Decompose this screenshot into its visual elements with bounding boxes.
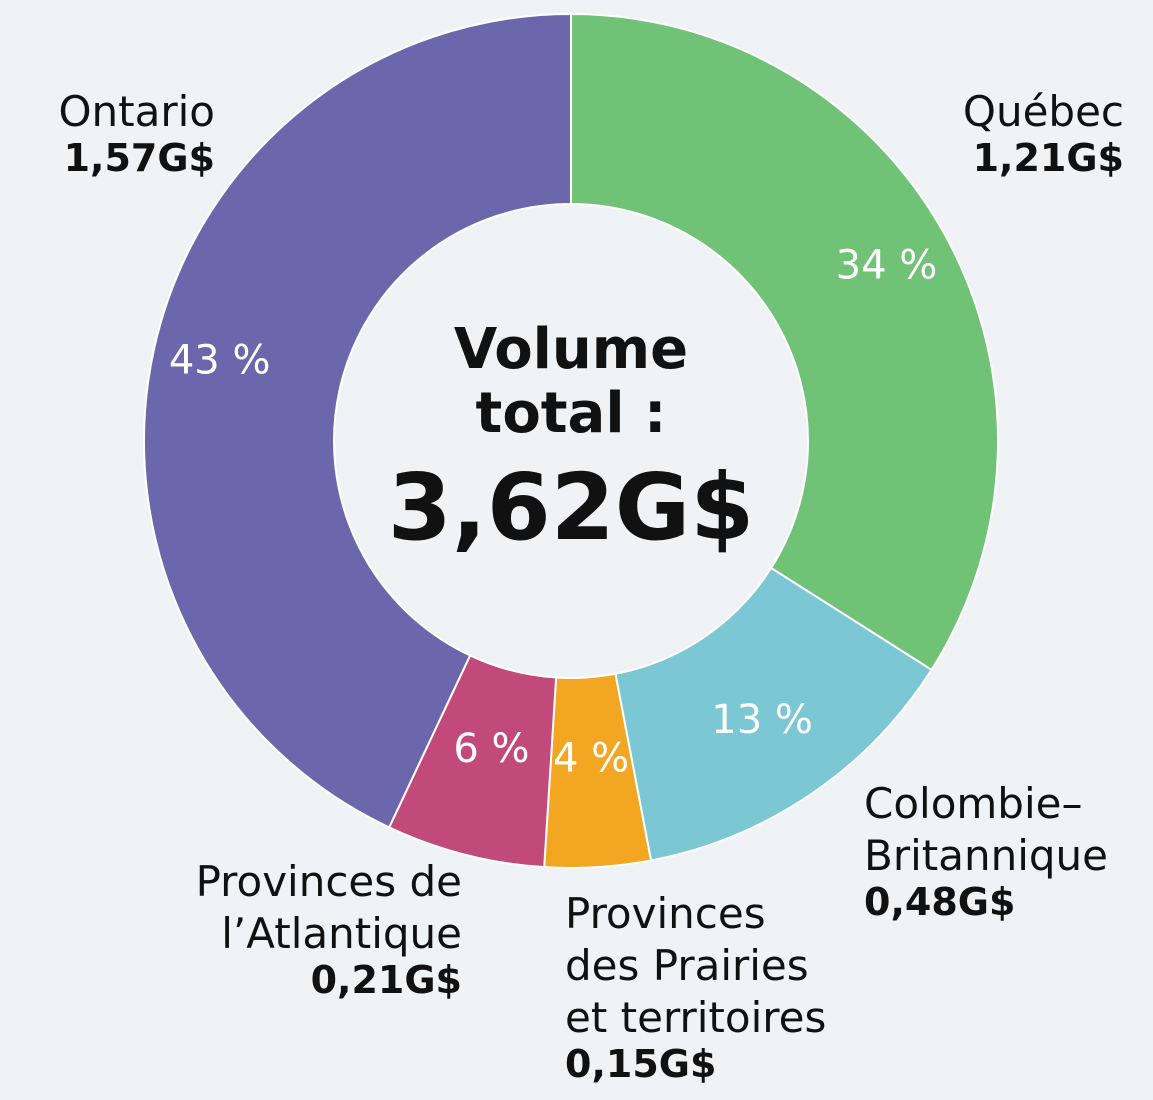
center-title: Volume total : (453, 317, 689, 446)
amount-label: 1,57G$ (63, 136, 215, 180)
center-value: 3,62G$ (387, 454, 755, 561)
percent-label: 34 % (836, 243, 938, 289)
category-label: Provinces de l’Atlantique (195, 857, 462, 958)
amount-label: 0,15G$ (565, 1042, 717, 1086)
percent-label: 43 % (169, 337, 271, 383)
slice (143, 12, 572, 829)
amount-label: 0,21G$ (310, 958, 462, 1002)
category-label: Ontario (58, 87, 215, 136)
category-label: Québec (962, 87, 1124, 136)
amount-label: 1,21G$ (972, 136, 1124, 180)
percent-label: 6 % (453, 726, 529, 772)
percent-label: 4 % (553, 735, 629, 781)
category-label: Colombie– Britannique (864, 779, 1108, 880)
percent-label: 13 % (711, 697, 813, 743)
slice (614, 566, 933, 862)
slice (570, 12, 999, 672)
category-label: Provinces des Prairies et territoires (565, 889, 827, 1042)
amount-label: 0,48G$ (864, 880, 1016, 924)
